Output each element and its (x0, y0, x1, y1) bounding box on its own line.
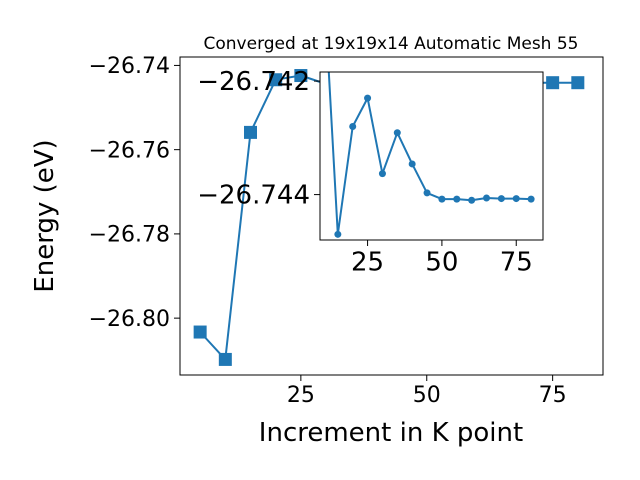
main-x-tick-label: 50 (413, 383, 441, 408)
inset-data-point (497, 195, 505, 203)
inset-data-point (512, 195, 520, 203)
inset-data-point (527, 195, 535, 203)
inset-data-point (393, 129, 401, 137)
main-x-tick-label: 25 (287, 383, 315, 408)
main-data-point (294, 69, 308, 83)
inset-x-tick-label: 25 (351, 248, 384, 278)
inset-data-point (378, 170, 386, 178)
chart-title: Converged at 19x19x14 Automatic Mesh 55 (204, 34, 579, 54)
main-data-point (546, 76, 560, 90)
inset-x-tick-label: 75 (500, 248, 533, 278)
main-data-point (269, 73, 283, 87)
main-x-tick-label: 75 (539, 383, 567, 408)
x-axis-label: Increment in K point (259, 418, 523, 448)
inset-data-point (349, 122, 357, 130)
main-data-point (218, 352, 232, 366)
inset-data-point (334, 230, 342, 238)
inset-y-tick-label: −26.744 (197, 181, 310, 211)
main-y-tick-label: −26.80 (89, 307, 170, 332)
inset-plot: −26.744 −26.742 25 50 75 (197, 67, 544, 278)
inset-data-point (483, 194, 491, 202)
main-y-tick-label: −26.74 (89, 54, 170, 79)
inset-plot-frame (319, 71, 544, 241)
inset-x-tick-label: 50 (425, 248, 458, 278)
inset-data-point (468, 196, 476, 204)
main-data-point (193, 325, 207, 339)
inset-data-point (408, 160, 416, 168)
y-axis-label: Energy (eV) (30, 139, 60, 292)
inset-data-point (364, 94, 372, 102)
main-data-point (571, 76, 585, 90)
inset-data-point (453, 195, 461, 203)
inset-data-point (438, 195, 446, 203)
inset-data-point (423, 189, 431, 197)
main-y-tick-label: −26.78 (89, 223, 170, 248)
inset-plot-background (320, 72, 543, 240)
inset-y-tick-label: −26.742 (197, 67, 310, 97)
main-y-tick-label: −26.76 (89, 138, 170, 163)
main-plot-frame (179, 56, 604, 376)
main-data-point (244, 125, 257, 139)
